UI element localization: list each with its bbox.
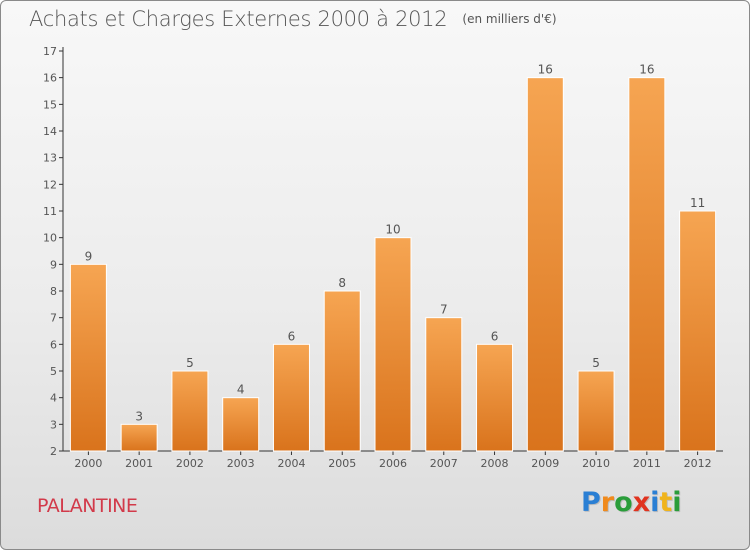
y-tick-label: 2 [50, 445, 57, 458]
data-label: 3 [135, 409, 143, 423]
bar [526, 77, 564, 452]
x-tick-label: 2006 [379, 457, 407, 470]
chart-unit: (en milliers d'€) [462, 12, 557, 26]
x-tick-label: 2008 [481, 457, 509, 470]
chart-title: Achats et Charges Externes 2000 à 2012 (… [29, 7, 557, 31]
bar [171, 370, 209, 452]
bar [476, 343, 514, 452]
data-label: 5 [186, 356, 194, 370]
y-tick-label: 14 [43, 125, 57, 138]
y-tick-label: 7 [50, 312, 57, 325]
x-tick-label: 2010 [582, 457, 610, 470]
data-label: 8 [338, 276, 346, 290]
y-tick-label: 15 [43, 98, 57, 111]
data-label: 4 [237, 383, 245, 397]
x-tick-label: 2004 [277, 457, 305, 470]
chart-bars: 9 3 5 4 6 8 10 7 6 16 5 16 11 [69, 63, 717, 452]
x-tick-label: 2003 [227, 457, 255, 470]
bar [628, 77, 666, 452]
bar [272, 343, 310, 452]
data-label: 11 [690, 196, 705, 210]
logo-letter: o [614, 487, 633, 518]
logo-letter: P [581, 487, 601, 518]
bar [120, 423, 158, 452]
x-tick-label: 2011 [633, 457, 661, 470]
data-label: 9 [85, 249, 93, 263]
chart-axes: 2 3 4 5 6 7 8 9 10 11 12 13 14 15 16 17 2000 2001 2002 2003… [43, 45, 723, 470]
logo-letter: t [659, 487, 673, 518]
y-tick-label: 4 [50, 392, 57, 405]
x-tick-label: 2007 [430, 457, 458, 470]
bar [323, 290, 361, 452]
x-tick-label: 2002 [176, 457, 204, 470]
data-label: 6 [288, 329, 296, 343]
y-tick-label: 5 [50, 365, 57, 378]
x-tick-label: 2009 [531, 457, 559, 470]
y-tick-label: 16 [43, 72, 57, 85]
y-tick-label: 9 [50, 258, 57, 271]
x-tick-label: 2000 [74, 457, 102, 470]
data-label: 16 [538, 63, 553, 77]
y-tick-label: 6 [50, 338, 57, 351]
data-label: 6 [491, 329, 499, 343]
data-label: 5 [592, 356, 600, 370]
logo-letter: x [632, 487, 651, 518]
proxiti-logo: Proxiti [581, 487, 682, 518]
commune-name: PALANTINE [37, 495, 138, 517]
x-tick-label: 2005 [328, 457, 356, 470]
logo-letter: i [650, 487, 660, 518]
y-tick-label: 12 [43, 178, 57, 191]
y-tick-label: 3 [50, 418, 57, 431]
bar [425, 317, 463, 452]
logo-letter: i [672, 487, 682, 518]
logo-letter: r [600, 487, 615, 518]
bar [69, 263, 107, 452]
y-tick-label: 8 [50, 285, 57, 298]
y-tick-label: 17 [43, 45, 57, 58]
bar [374, 237, 412, 452]
data-label: 16 [639, 63, 654, 77]
data-label: 7 [440, 303, 448, 317]
bar [577, 370, 615, 452]
y-tick-label: 13 [43, 152, 57, 165]
x-tick-label: 2012 [684, 457, 712, 470]
bar [679, 210, 717, 452]
x-tick-label: 2001 [125, 457, 153, 470]
y-tick-label: 10 [43, 232, 57, 245]
data-label: 10 [385, 223, 400, 237]
y-tick-label: 11 [43, 205, 57, 218]
bar [222, 397, 260, 452]
chart-title-text: Achats et Charges Externes 2000 à 2012 [29, 7, 448, 31]
